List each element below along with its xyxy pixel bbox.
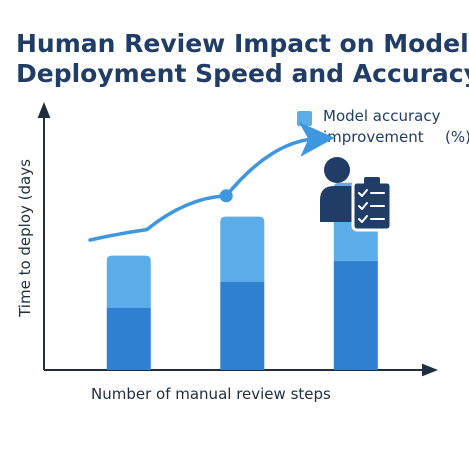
bar-base-1 <box>106 307 151 370</box>
trend-marker <box>219 189 233 203</box>
trend-arrow <box>88 121 335 242</box>
reviewer-checklist-icon <box>320 157 393 232</box>
chart-title-line2: Deployment Speed and Accuracy <box>16 59 469 88</box>
chart-title-line1: Human Review Impact on Model <box>16 29 469 58</box>
bar-accuracy-1 <box>106 255 151 308</box>
legend-label-line1: Model accuracy <box>323 107 441 125</box>
legend-label-line2: improvement <box>323 128 424 146</box>
legend-label: Model accuracy improvement <box>323 106 440 148</box>
bar-accuracy-2 <box>220 216 265 282</box>
x-axis-label: Number of manual review steps <box>91 385 331 403</box>
bar-base-2 <box>220 281 265 370</box>
legend-unit: (%) <box>445 128 469 146</box>
bar-base-3 <box>333 260 378 370</box>
